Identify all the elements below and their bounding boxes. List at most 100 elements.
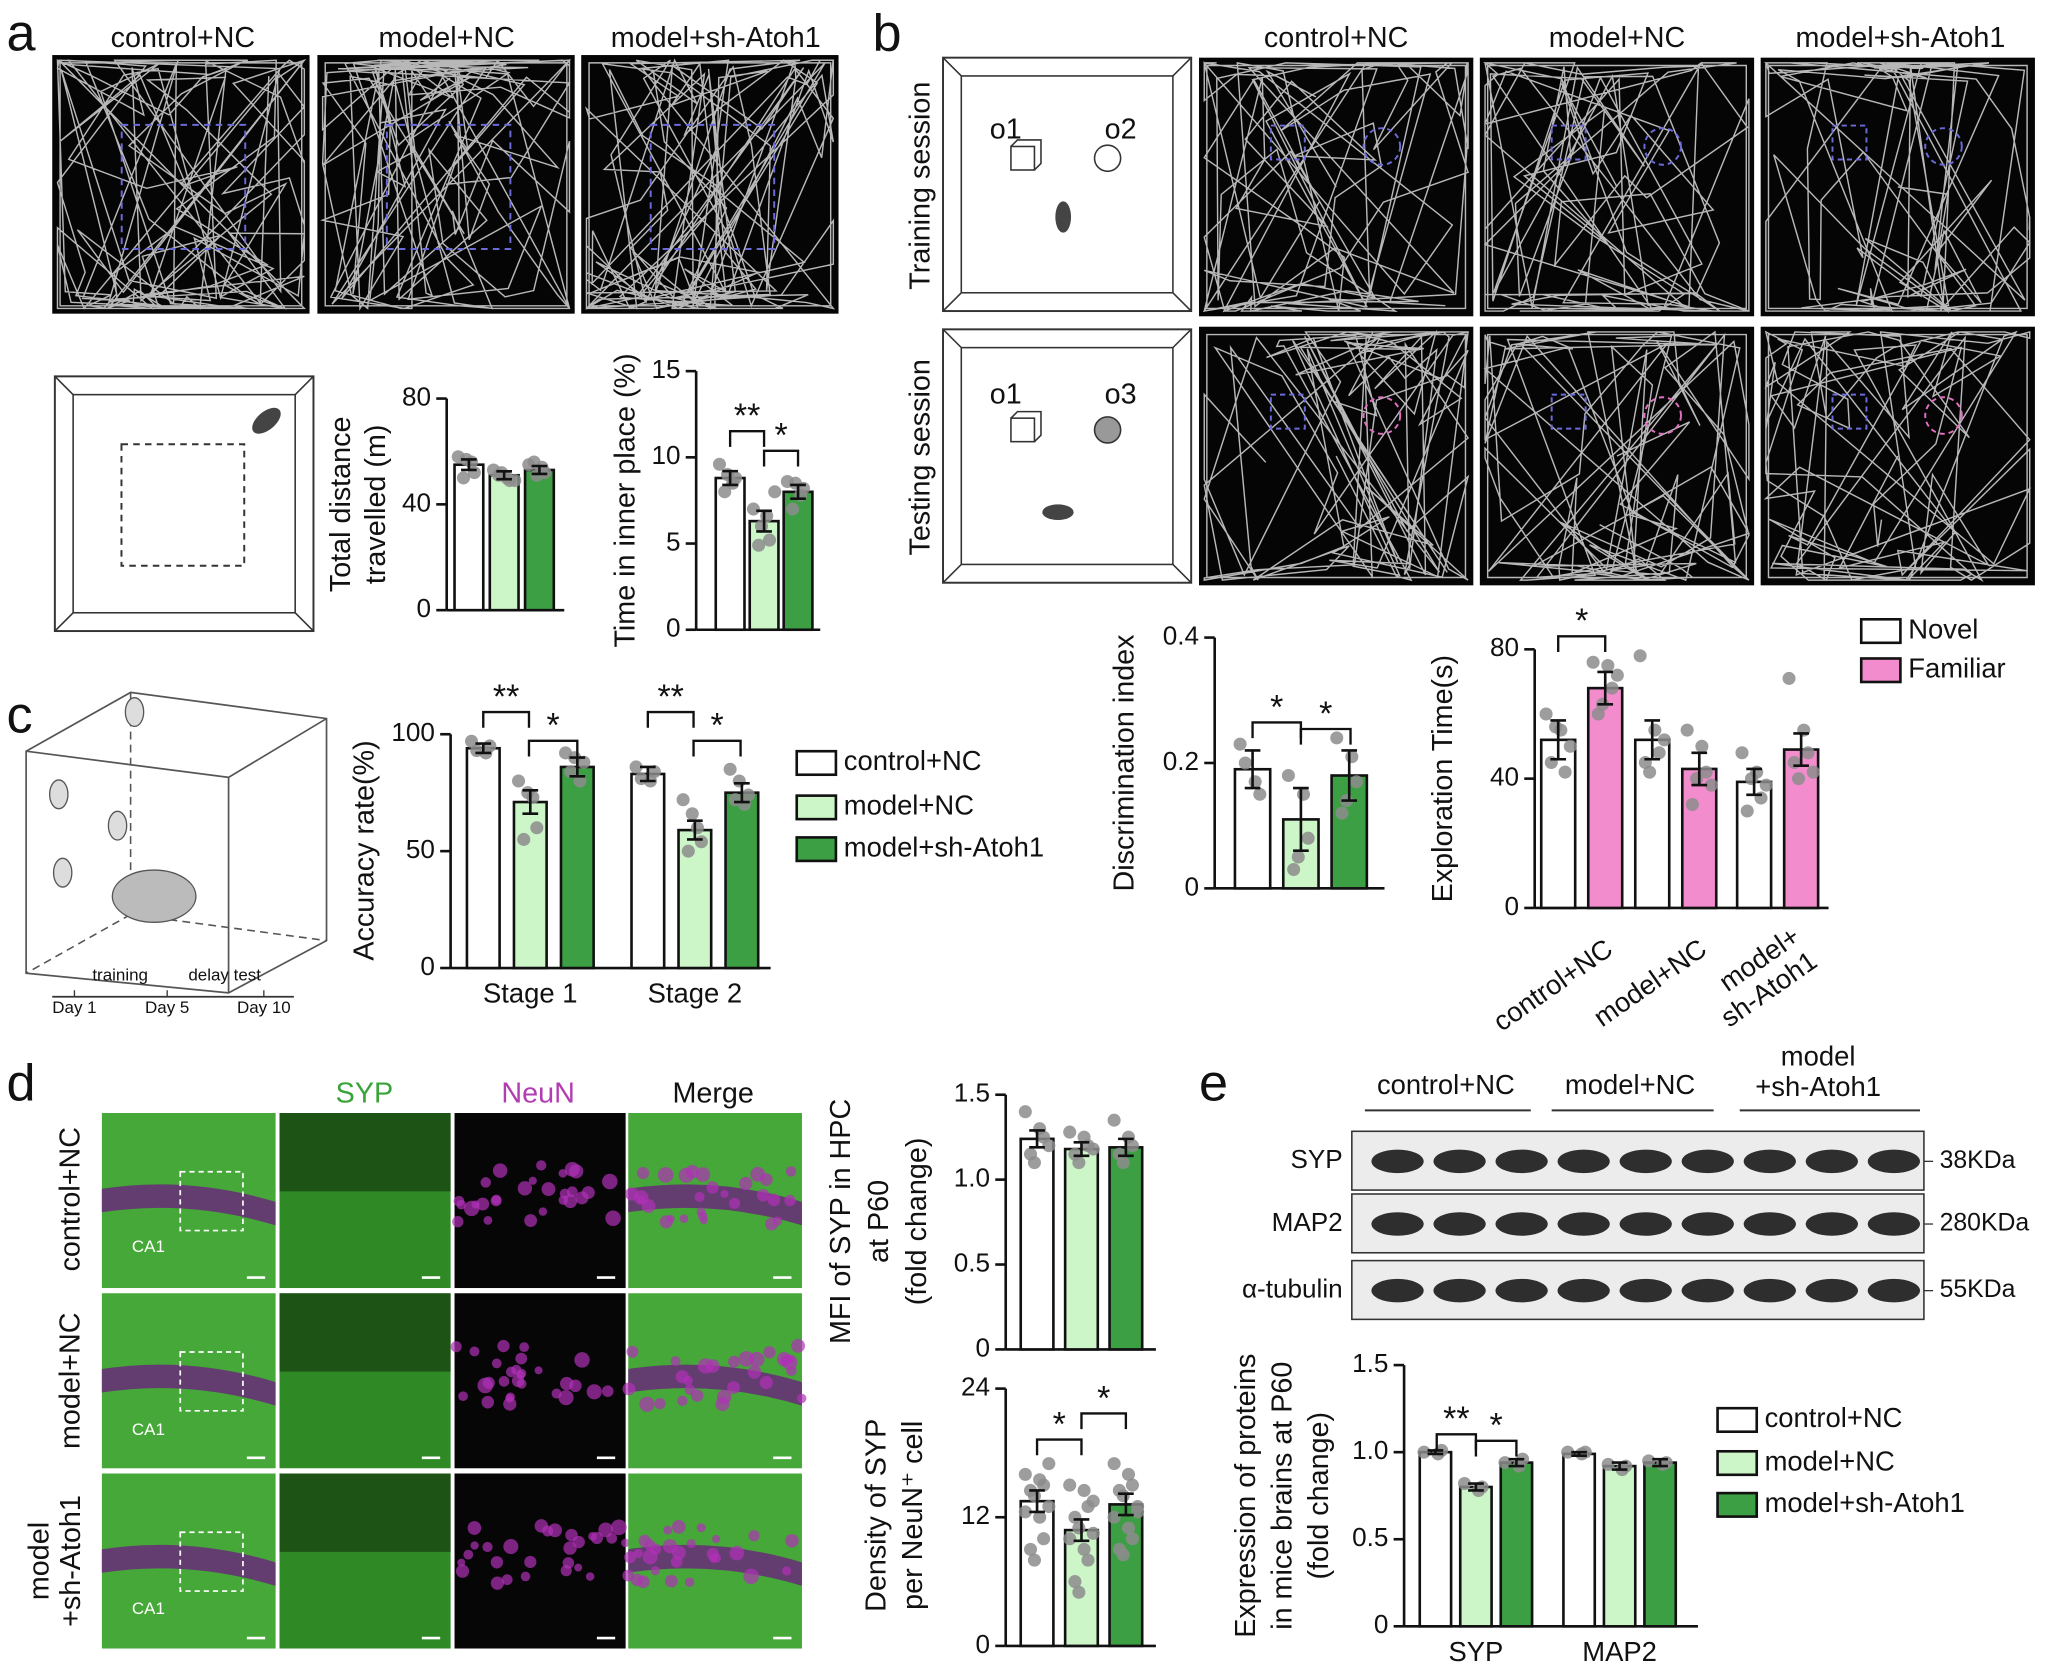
legend-swatch <box>1716 1449 1759 1477</box>
neun-cell <box>569 1379 582 1393</box>
neun-cell <box>727 1381 740 1395</box>
neun-cell <box>601 1385 614 1397</box>
column-header: model+sh-Atoh1 <box>611 22 821 54</box>
error-bar <box>461 458 477 472</box>
neun-cell <box>456 1199 467 1210</box>
neun-cell <box>548 1523 562 1538</box>
neun-cell <box>574 1352 590 1368</box>
significance-bracket <box>527 739 579 757</box>
region-label: CA1 <box>132 1420 165 1439</box>
legend-swatch <box>1859 617 1902 645</box>
data-point <box>1107 1113 1121 1127</box>
center-zone <box>649 123 776 250</box>
object-arena-edge <box>1172 328 1192 349</box>
data-point <box>1018 1467 1032 1481</box>
error-bar <box>687 819 703 841</box>
protein-label: MAP2 <box>1272 1207 1343 1237</box>
data-point <box>681 844 695 858</box>
neun-cell <box>520 1571 531 1582</box>
data-point <box>685 807 699 821</box>
significance-bracket <box>762 449 800 467</box>
y-tick-label: 0 <box>416 593 431 623</box>
significance-label: ** <box>734 397 760 435</box>
data-point <box>1561 1445 1575 1459</box>
neun-cell <box>534 1519 549 1533</box>
y-axis-label: Discrimination index <box>1108 634 1140 892</box>
maze-cue <box>52 857 73 888</box>
data-point <box>634 772 648 786</box>
data-point <box>746 502 760 516</box>
neun-cell <box>785 1533 799 1548</box>
data-point <box>788 476 802 490</box>
maze-hidden-edge <box>25 692 327 974</box>
neun-cell <box>706 1359 720 1373</box>
maze-schematic <box>26 717 327 993</box>
error-bar <box>1073 1518 1090 1543</box>
neun-cell <box>729 1197 741 1209</box>
data-point <box>1754 791 1768 805</box>
data-point <box>768 485 782 499</box>
object-label: o1 <box>990 379 1022 411</box>
data-point <box>512 774 526 788</box>
neun-cell <box>490 1576 505 1590</box>
trajectory <box>1203 329 1470 582</box>
bar <box>1063 1147 1100 1351</box>
error-bar <box>1611 1461 1628 1471</box>
mouse-icon <box>252 407 281 434</box>
bar <box>488 473 520 612</box>
neun-cell <box>622 1569 635 1582</box>
object-zone <box>1269 124 1306 161</box>
bar <box>782 490 814 632</box>
significance-label: * <box>710 707 723 745</box>
blot-band <box>1371 1278 1424 1303</box>
neun-cell <box>476 1197 490 1211</box>
y-tick-label: 1.0 <box>954 1163 990 1193</box>
bar <box>453 463 485 612</box>
panel-letter: d <box>7 1055 36 1113</box>
significance-label: * <box>1575 602 1588 640</box>
neun-cell <box>497 1339 510 1353</box>
y-tick-label: 0.5 <box>1352 1522 1388 1552</box>
data-point <box>1792 772 1806 786</box>
error-bar <box>1244 749 1261 790</box>
micrograph-layer <box>101 1184 276 1226</box>
object-arena-floor <box>960 346 1174 566</box>
data-point <box>483 739 497 753</box>
neun-cell <box>606 1532 618 1544</box>
error-bar <box>1571 1450 1587 1457</box>
neun-cell <box>791 1338 806 1353</box>
y-tick-label: 0 <box>666 613 681 643</box>
neun-cell <box>654 1397 666 1410</box>
data-point <box>1690 772 1704 786</box>
significance-label: * <box>547 707 560 745</box>
data-point <box>1125 1532 1139 1546</box>
maze-cue <box>124 697 145 728</box>
y-axis-label: Exploration Time(s) <box>1427 655 1459 902</box>
neun-cell <box>625 1187 639 1201</box>
error-bar <box>1293 786 1309 853</box>
cube-object <box>1010 145 1036 171</box>
neun-cell <box>569 1164 584 1179</box>
data-point <box>1072 1521 1086 1535</box>
text-line: +sh-Atoh1 <box>55 1495 87 1627</box>
data-point <box>1759 778 1773 792</box>
legend-swatch <box>1716 1406 1759 1434</box>
neun-cell <box>470 1541 479 1550</box>
legend-label: model+sh-Atoh1 <box>1765 1487 1965 1518</box>
neun-cell <box>760 1173 773 1186</box>
object-zone <box>1643 396 1682 435</box>
data-point <box>1063 1478 1077 1492</box>
significance-label: ** <box>493 678 519 716</box>
data-point <box>1107 1457 1121 1471</box>
y-tick-label: 80 <box>1490 632 1519 662</box>
neun-cell <box>670 1556 683 1568</box>
significance-label: ** <box>657 678 683 716</box>
data-point <box>1027 1156 1041 1170</box>
error-bar <box>522 789 539 816</box>
blot-band <box>1557 1212 1610 1236</box>
micrograph-layer <box>628 1544 802 1586</box>
data-point <box>718 485 732 499</box>
significance-label: * <box>774 417 787 455</box>
neun-cell <box>524 1555 537 1569</box>
neun-cell <box>501 1574 513 1586</box>
